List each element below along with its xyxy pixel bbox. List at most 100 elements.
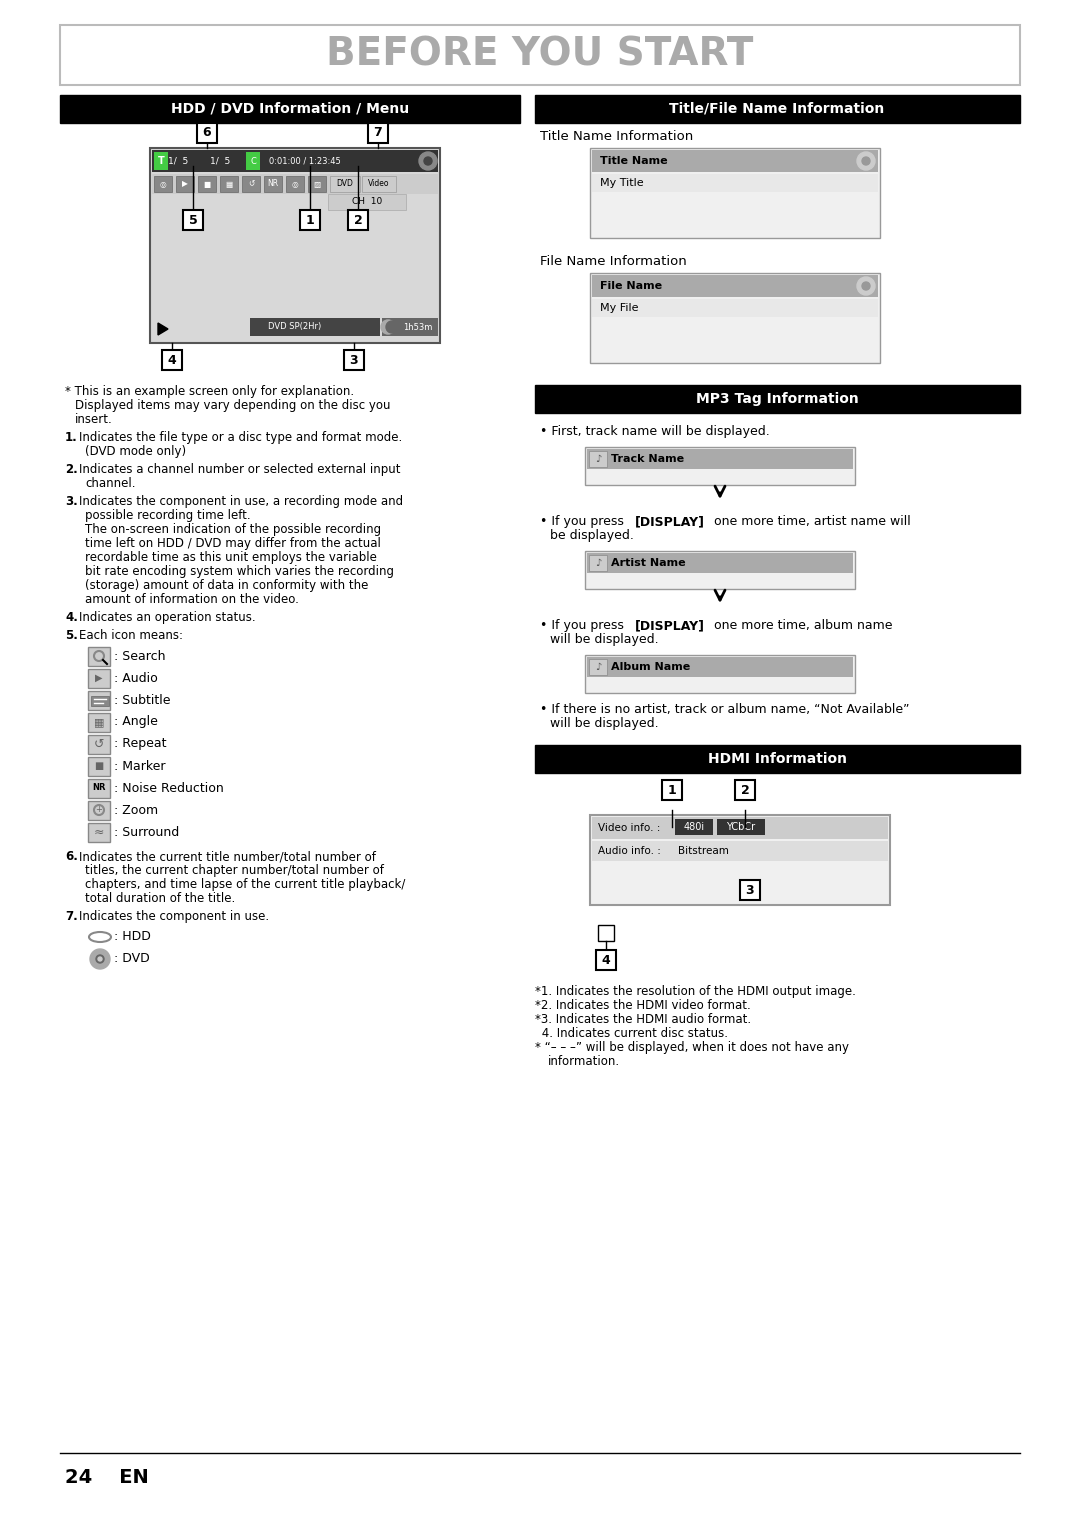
Bar [585, 552, 855, 588]
Bar [91, 695, 109, 706]
Text: one more time, album name: one more time, album name [710, 619, 892, 633]
Circle shape [424, 157, 432, 165]
Text: 1: 1 [667, 784, 676, 796]
Text: 5.: 5. [65, 630, 78, 642]
Text: : Angle: : Angle [114, 715, 158, 729]
Text: possible recording time left.: possible recording time left. [85, 509, 251, 523]
Bar [589, 659, 607, 675]
Bar [328, 194, 406, 209]
Bar [197, 122, 217, 144]
Text: will be displayed.: will be displayed. [550, 717, 659, 730]
Text: HDD / DVD Information / Menu: HDD / DVD Information / Menu [171, 102, 409, 116]
Text: 6.: 6. [65, 850, 78, 863]
Text: 480i: 480i [684, 822, 704, 833]
Text: insert.: insert. [75, 413, 112, 426]
Text: • If there is no artist, track or album name, “Not Available”: • If there is no artist, track or album … [540, 703, 909, 717]
Bar [590, 274, 880, 364]
Circle shape [419, 151, 437, 170]
Text: File Name: File Name [600, 281, 662, 290]
Text: 3: 3 [350, 353, 359, 367]
Text: Indicates a channel number or selected external input: Indicates a channel number or selected e… [79, 463, 401, 477]
Text: 3.: 3. [65, 495, 78, 507]
Text: Each icon means:: Each icon means: [79, 630, 183, 642]
Text: 6: 6 [203, 127, 212, 139]
Text: 4: 4 [602, 953, 610, 967]
Text: : Surround: : Surround [114, 825, 179, 839]
Text: *1. Indicates the resolution of the HDMI output image.: *1. Indicates the resolution of the HDMI… [535, 986, 855, 998]
Text: HDMI Information: HDMI Information [707, 752, 847, 766]
Text: time left on HDD / DVD may differ from the actual: time left on HDD / DVD may differ from t… [85, 536, 381, 550]
Text: *2. Indicates the HDMI video format.: *2. Indicates the HDMI video format. [535, 999, 751, 1012]
Text: 2: 2 [741, 784, 750, 796]
Bar [286, 176, 303, 193]
Text: Video: Video [368, 179, 390, 188]
Text: (DVD mode only): (DVD mode only) [85, 445, 186, 458]
Bar [675, 819, 713, 834]
Text: File Name Information: File Name Information [540, 255, 687, 267]
Text: one more time, artist name will: one more time, artist name will [710, 515, 910, 529]
Text: My File: My File [600, 303, 638, 313]
Text: 4: 4 [167, 353, 176, 367]
Circle shape [386, 321, 399, 333]
Text: • If you press: • If you press [540, 515, 627, 529]
Text: ♪: ♪ [595, 454, 602, 465]
Bar [535, 385, 1020, 413]
Bar [150, 148, 440, 342]
Text: 1.: 1. [65, 431, 78, 445]
Text: +: + [95, 805, 103, 814]
Bar [596, 950, 616, 970]
Bar [598, 924, 615, 941]
Text: ▶: ▶ [95, 672, 103, 683]
Text: Displayed items may vary depending on the disc you: Displayed items may vary depending on th… [75, 399, 391, 413]
Text: : Audio: : Audio [114, 671, 158, 685]
Text: * This is an example screen only for explanation.: * This is an example screen only for exp… [65, 385, 354, 397]
Bar [535, 95, 1020, 122]
Polygon shape [158, 322, 168, 335]
Circle shape [858, 277, 875, 295]
Text: CH  10: CH 10 [352, 197, 382, 206]
Text: 2: 2 [353, 214, 363, 226]
Bar [152, 150, 438, 173]
Text: * “– – –” will be displayed, when it does not have any: * “– – –” will be displayed, when it doe… [535, 1041, 849, 1054]
Bar [152, 174, 438, 194]
Text: will be displayed.: will be displayed. [550, 633, 659, 646]
Text: 0:01:00 / 1:23:45: 0:01:00 / 1:23:45 [269, 156, 341, 165]
Bar [60, 24, 1020, 86]
Bar [87, 714, 110, 732]
Text: 4. Indicates current disc status.: 4. Indicates current disc status. [538, 1027, 728, 1041]
Bar [592, 150, 878, 173]
Bar [154, 151, 168, 170]
Text: : Marker: : Marker [114, 759, 165, 773]
Text: : Search: : Search [114, 649, 165, 663]
Circle shape [862, 283, 870, 290]
Bar [592, 817, 888, 839]
Text: Indicates the file type or a disc type and format mode.: Indicates the file type or a disc type a… [79, 431, 402, 445]
Text: My Title: My Title [600, 177, 644, 188]
Bar [176, 176, 194, 193]
Bar [87, 735, 110, 753]
Bar [589, 451, 607, 468]
Text: Indicates the component in use, a recording mode and: Indicates the component in use, a record… [79, 495, 403, 507]
Text: total duration of the title.: total duration of the title. [85, 892, 235, 905]
Bar [345, 350, 364, 370]
Bar [249, 318, 380, 336]
Text: : HDD: : HDD [114, 931, 151, 943]
Text: ≈: ≈ [94, 825, 105, 839]
Text: ▶: ▶ [183, 179, 188, 188]
Text: Track Name: Track Name [611, 454, 684, 465]
Bar [589, 555, 607, 571]
Text: ◎: ◎ [160, 179, 166, 188]
Circle shape [98, 957, 102, 961]
Text: 5: 5 [189, 214, 198, 226]
Text: MP3 Tag Information: MP3 Tag Information [696, 393, 859, 406]
Circle shape [96, 955, 104, 963]
Bar [330, 176, 360, 193]
Text: 2.: 2. [65, 463, 78, 477]
Text: [DISPLAY]: [DISPLAY] [635, 515, 705, 529]
Bar [198, 176, 216, 193]
Bar [588, 449, 853, 469]
Text: The on-screen indication of the possible recording: The on-screen indication of the possible… [85, 523, 381, 536]
Text: ■: ■ [94, 761, 104, 772]
Text: Indicates the component in use.: Indicates the component in use. [79, 911, 269, 923]
Bar [592, 840, 888, 860]
